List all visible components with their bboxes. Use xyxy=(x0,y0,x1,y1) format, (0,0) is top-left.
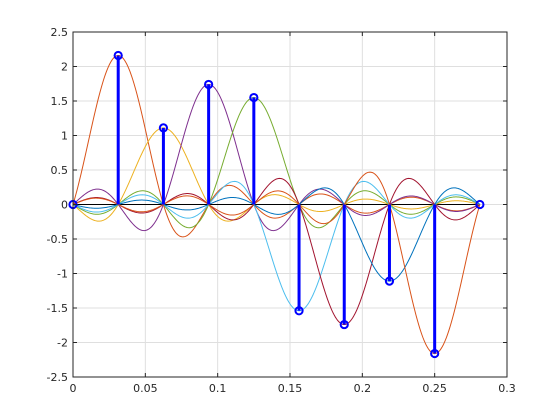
y-tick-label: 2 xyxy=(61,61,68,74)
y-tick-label: -2.5 xyxy=(47,371,68,384)
sinc-curve xyxy=(72,171,481,355)
x-tick-label: 0.05 xyxy=(133,382,158,395)
y-tick-label: -1.5 xyxy=(47,302,68,315)
stem-marker xyxy=(475,199,485,210)
y-tick-label: 0 xyxy=(61,199,68,212)
x-tick-label: 0.25 xyxy=(422,382,447,395)
sinc-curve xyxy=(72,127,480,222)
x-tick-label: 0.1 xyxy=(209,382,227,395)
y-tick-label: 2.5 xyxy=(51,26,69,39)
sinc-curve xyxy=(72,180,481,312)
x-tick-label: 0.2 xyxy=(354,382,372,395)
sinc-curve xyxy=(72,187,481,282)
stem-marker xyxy=(430,348,440,359)
x-tick-label: 0 xyxy=(70,382,77,395)
y-tick-label: -1 xyxy=(57,268,68,281)
y-tick-label: 1 xyxy=(61,130,68,143)
sinc-curve xyxy=(72,83,481,232)
y-tick-label: 0.5 xyxy=(51,164,69,177)
stem-marker xyxy=(339,319,349,330)
x-tick-label: 0.15 xyxy=(278,382,303,395)
stem-marker xyxy=(384,276,395,286)
y-tick-label: 1.5 xyxy=(51,95,69,108)
y-tick-label: -2 xyxy=(57,337,68,350)
sinc-curve xyxy=(72,97,481,229)
stem-marker xyxy=(204,79,214,90)
sinc-curves xyxy=(72,54,481,355)
stem-marker xyxy=(158,123,169,133)
x-tick-label: 0.3 xyxy=(498,382,516,395)
sinc-curve xyxy=(72,177,481,326)
stem-marker xyxy=(113,50,123,61)
y-axis-ticks: -2.5 -2 -1.5 -1 -0.5 0 0.5 1 1.5 2 2.5 xyxy=(47,26,507,384)
stem-marker xyxy=(249,92,259,103)
stem-marker xyxy=(294,306,304,316)
sinc-curve xyxy=(72,54,481,238)
x-axis-ticks: 0 0.05 0.1 0.15 0.2 0.25 0.3 xyxy=(70,32,516,395)
y-tick-label: -0.5 xyxy=(47,233,68,246)
